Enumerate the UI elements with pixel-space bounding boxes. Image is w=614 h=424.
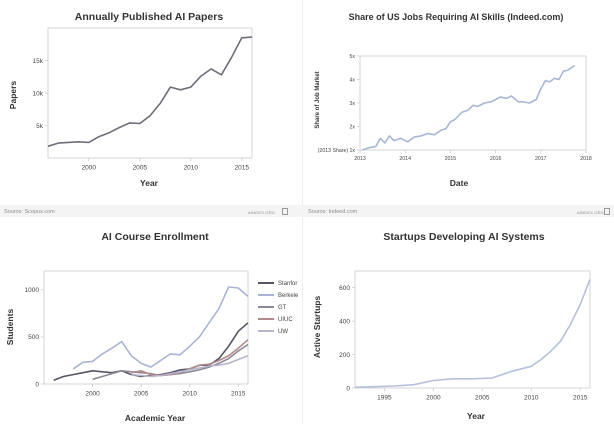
x-tick-label: 2010	[184, 165, 199, 172]
chart-jobs: Share of US Jobs Requiring AI Skills (In…	[315, 12, 592, 188]
chart-courses: AI Course Enrollment 2000 2005 2010 2015 0 500…	[5, 231, 298, 423]
chart-title: Annually Published AI Papers	[75, 11, 224, 23]
y-tick-label: 4x	[350, 77, 356, 83]
x-tick-label: 2010	[524, 395, 539, 402]
x-tick-label: 2010	[182, 391, 197, 398]
x-axis-label: Date	[450, 178, 469, 188]
chart-title: AI Course Enrollment	[101, 231, 209, 243]
source-right: Source: Indeed.com	[308, 209, 358, 215]
series-line	[131, 339, 249, 377]
x-tick-label: 2005	[133, 165, 148, 172]
x-tick-label: 2000	[82, 165, 97, 172]
plot-frame	[47, 27, 253, 159]
x-tick-label: 2014	[399, 156, 411, 162]
panel-papers: Annually Published AI Papers 2000 2005 2010…	[0, 0, 298, 205]
panel-courses: AI Course Enrollment 2000 2005 2010 2015 0 500…	[0, 217, 298, 424]
plot-frame	[43, 270, 249, 385]
y-tick-label: 0	[346, 385, 350, 392]
y-tick-label: 5k	[36, 123, 44, 130]
y-tick-label: 600	[339, 285, 350, 292]
plot-frame	[359, 55, 587, 151]
x-tick-label: 2017	[535, 156, 547, 162]
legend-label: UW	[278, 329, 288, 335]
y-tick-label: 500	[28, 334, 39, 341]
x-tick-label: 2005	[475, 395, 490, 402]
x-tick-label: 2015	[573, 395, 588, 402]
panel-jobs: Share of US Jobs Requiring AI Skills (In…	[306, 0, 614, 205]
x-axis-label: Year	[140, 178, 159, 188]
source-band: Source: Scopus.com AINDEX.ORG Source: In…	[0, 205, 614, 217]
logo-left-icon	[282, 208, 288, 215]
y-tick-label: 200	[339, 352, 350, 359]
x-tick-label: 2000	[85, 391, 100, 398]
y-tick-label: 3x	[350, 101, 356, 107]
legend-label: GT	[278, 305, 287, 311]
x-tick-label: 2016	[490, 156, 502, 162]
y-tick-label: 0	[35, 381, 39, 388]
series-line	[47, 36, 253, 148]
chart-title: Share of US Jobs Requiring AI Skills (In…	[349, 12, 564, 22]
logo-right-icon	[604, 208, 610, 215]
x-tick-label: 2015	[231, 391, 246, 398]
y-tick-label: (2013 Share) 1x	[318, 148, 356, 154]
y-tick-label: 5x	[350, 54, 356, 60]
x-tick-label: 2013	[354, 156, 366, 162]
chart-papers: Annually Published AI Papers 2000 2005 2010…	[8, 11, 253, 188]
x-tick-label: 2005	[134, 391, 149, 398]
y-tick-label: 10k	[33, 90, 44, 97]
legend-label: Stanfor	[278, 281, 297, 287]
legend-label: UIUC	[278, 317, 293, 323]
series-line	[131, 355, 249, 378]
y-axis-label: Papers	[8, 81, 18, 110]
chart-title: Startups Developing AI Systems	[383, 231, 544, 243]
x-tick-label: 2015	[235, 165, 250, 172]
y-axis-label: Share of Job Market	[315, 71, 321, 128]
legend-label: Berkeley	[278, 293, 298, 299]
series-line	[53, 322, 249, 381]
series-line	[354, 279, 591, 388]
series-line	[362, 64, 576, 151]
panel-startups: Startups Developing AI Systems 1995 2000 20…	[306, 217, 614, 424]
y-tick-label: 15k	[33, 58, 44, 65]
x-axis-label: Academic Year	[125, 413, 186, 423]
credit-right: AINDEX.ORG	[577, 210, 605, 215]
x-tick-label: 2015	[445, 156, 457, 162]
x-tick-label: 1995	[377, 395, 392, 402]
source-left: Source: Scopus.com	[4, 209, 55, 215]
x-axis-label: Year	[467, 411, 486, 421]
x-tick-label: 2018	[580, 156, 592, 162]
credit-left: AINDEX.ORG	[248, 210, 276, 215]
x-tick-label: 2000	[426, 395, 441, 402]
y-axis-label: Active Startups	[312, 296, 322, 359]
series-line	[72, 286, 249, 370]
y-tick-label: 400	[339, 318, 350, 325]
y-tick-label: 2x	[350, 124, 356, 130]
y-axis-label: Students	[5, 309, 15, 346]
plot-frame	[354, 270, 591, 389]
y-tick-label: 1000	[25, 287, 40, 294]
